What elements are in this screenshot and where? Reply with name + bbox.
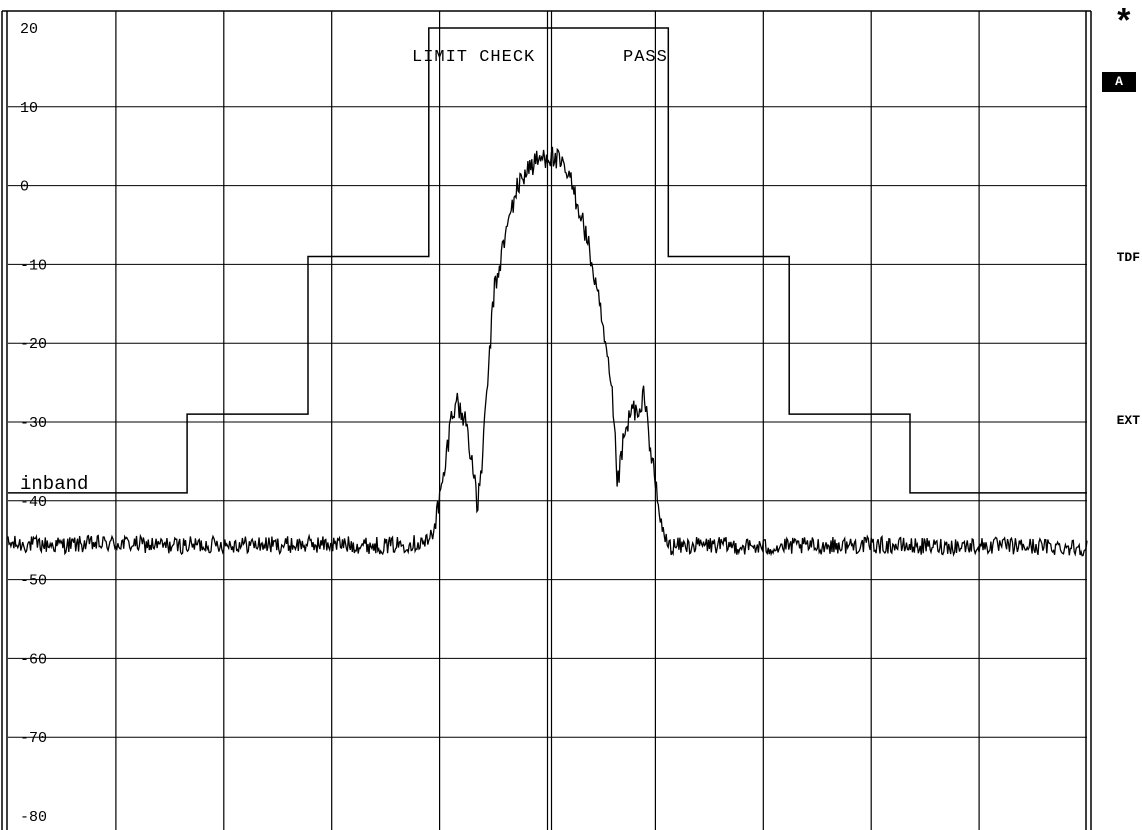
limit-check-result: PASS xyxy=(623,48,668,67)
limit-line xyxy=(8,27,1087,494)
limit-check-label: LIMIT CHECK xyxy=(412,48,535,67)
y-tick-label: 0 xyxy=(20,179,29,196)
y-tick-label: -30 xyxy=(20,415,47,432)
y-tick-labels: 20 10 0 -10 -20 -30 -40 -50 -60 -70 -80 xyxy=(20,21,47,826)
series-layer xyxy=(7,27,1088,557)
y-tick-label: -10 xyxy=(20,257,47,274)
spectrum-trace xyxy=(7,146,1088,557)
y-tick-label: -60 xyxy=(20,651,47,668)
y-tick-label: -50 xyxy=(20,573,47,590)
y-tick-label: -20 xyxy=(20,336,47,353)
y-tick-label: 10 xyxy=(20,100,38,117)
grid xyxy=(8,11,1087,830)
y-tick-label: -80 xyxy=(20,809,47,826)
limit-line-label: inband xyxy=(20,473,88,495)
y-tick-label: -40 xyxy=(20,494,47,511)
transducer-indicator: TDF xyxy=(1116,250,1140,265)
trigger-indicator: EXT xyxy=(1116,413,1140,428)
marker-star-icon: * xyxy=(1113,6,1134,44)
trace-a-badge: A xyxy=(1102,72,1136,92)
y-tick-label: -70 xyxy=(20,730,47,747)
y-tick-label: 20 xyxy=(20,21,38,38)
plot-frame xyxy=(1,10,1092,830)
